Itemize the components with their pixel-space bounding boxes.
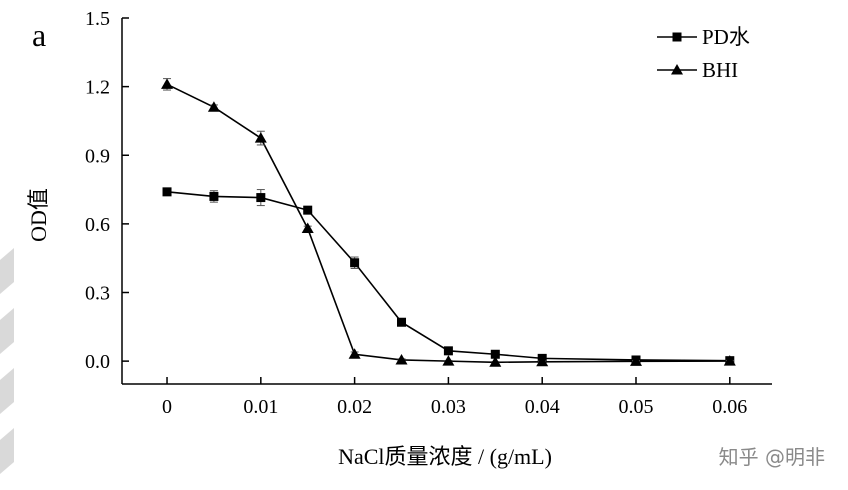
x-tick-label: 0.06 (712, 396, 747, 418)
y-tick-label: 0.0 (85, 351, 110, 373)
x-tick-label: 0.03 (431, 396, 466, 418)
x-tick-label: 0.04 (525, 396, 560, 418)
panel-label: a (32, 17, 46, 53)
legend-label: BHI (702, 58, 738, 82)
data-point (536, 355, 549, 367)
legend-marker (671, 64, 683, 75)
legend-label: PD水 (702, 25, 750, 49)
y-tick-label: 0.6 (85, 214, 110, 236)
series-line (166, 191, 730, 362)
y-tick-label: 1.2 (85, 77, 110, 99)
x-tick-label: 0.05 (618, 396, 653, 418)
data-point (442, 355, 455, 366)
legend-item: PD水 (657, 25, 750, 49)
y-axis-label: OD值 (26, 188, 51, 242)
data-point (256, 193, 266, 203)
data-point (301, 222, 314, 233)
x-tick-label: 0.02 (337, 396, 372, 418)
legend: PD水 BHI (657, 25, 750, 82)
x-ticks: 0 0.01 0.02 0.03 0.04 0.05 0.06 (162, 377, 747, 418)
data-point (162, 187, 172, 197)
series-line (166, 83, 730, 364)
data-point (395, 353, 408, 365)
data-point (207, 101, 220, 112)
legend-marker (672, 32, 682, 42)
data-point (397, 317, 407, 327)
x-tick-label: 0.01 (243, 396, 278, 418)
series-pd-water (162, 187, 735, 366)
data-point (629, 355, 642, 366)
series-layer (161, 78, 736, 367)
data-point (161, 78, 174, 89)
data-point (254, 132, 267, 143)
legend-item: BHI (657, 58, 738, 82)
data-point (303, 205, 313, 215)
watermark: 知乎 @明非 (719, 445, 825, 469)
x-axis-label: NaCl质量浓度 / (g/mL) (338, 444, 552, 469)
data-point (443, 346, 453, 356)
background-stripes (0, 248, 14, 474)
data-point (209, 191, 219, 201)
y-tick-label: 0.3 (85, 283, 110, 305)
axes (121, 18, 772, 385)
data-point (489, 356, 502, 367)
y-tick-label: 1.5 (85, 8, 110, 30)
data-point (490, 349, 500, 359)
data-point (348, 348, 361, 359)
data-point (723, 355, 736, 366)
y-tick-label: 0.9 (85, 145, 110, 167)
x-tick-label: 0 (162, 396, 172, 418)
series-bhi (161, 78, 736, 367)
y-ticks: 0.0 0.3 0.6 0.9 1.2 1.5 (85, 8, 129, 373)
data-point (350, 258, 360, 268)
